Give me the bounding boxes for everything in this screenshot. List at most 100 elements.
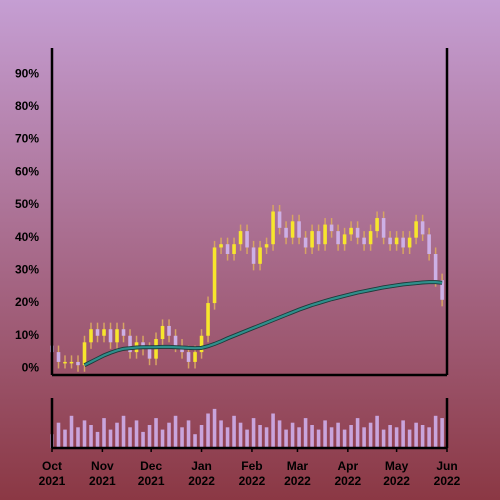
volume-bar [102, 418, 106, 448]
volume-bar [232, 415, 236, 448]
candle-body [414, 221, 418, 238]
x-tick-label-line: Apr [338, 459, 359, 473]
candle-body [82, 342, 87, 366]
volume-bar [368, 422, 373, 448]
x-tick-label-line: 2022 [434, 474, 461, 488]
axes [50, 48, 449, 450]
volume-bar [56, 422, 61, 448]
candle-body [362, 237, 366, 245]
y-tick-label: 50% [15, 197, 39, 211]
candle-body [368, 231, 373, 245]
candle-body [342, 234, 347, 245]
volume-bar [440, 418, 444, 448]
volume-bar [264, 427, 269, 448]
volume-bar [89, 425, 93, 448]
volume-bar [134, 420, 139, 448]
y-tick-label: 60% [15, 164, 39, 178]
volume-bar [342, 429, 347, 448]
x-tick-label-line: 2022 [383, 474, 410, 488]
volume-bar [381, 429, 386, 448]
candle-body [108, 329, 113, 343]
y-tick-label: 10% [15, 328, 39, 342]
volume-bar [375, 415, 379, 448]
x-tick-label: Nov 2021 [89, 459, 116, 488]
candle-body [316, 231, 321, 245]
x-tick-label-line: 2022 [239, 474, 266, 488]
x-tick-label-line: Mar [287, 459, 309, 473]
x-tick-label: Dec 2021 [138, 459, 165, 488]
volume-bar [277, 420, 282, 448]
candle-body [95, 329, 100, 336]
volume-bar [82, 420, 87, 448]
candle-body [277, 211, 282, 228]
candle-body [56, 352, 61, 362]
x-tick-label-line: Nov [91, 459, 114, 473]
volume-bar [128, 427, 132, 448]
candle-body [121, 329, 126, 336]
candle-body [186, 352, 191, 362]
volume-bar [336, 422, 340, 448]
volume-bar [329, 427, 334, 448]
candle-body [336, 231, 340, 245]
y-tick-label: 40% [15, 230, 39, 244]
candle-body [264, 244, 269, 248]
candle-body [329, 224, 334, 232]
candle-body [225, 244, 230, 255]
volume-bar [206, 413, 210, 448]
volume-bar [427, 427, 431, 448]
y-tick-label: 70% [15, 132, 39, 146]
volume-bar [362, 427, 366, 448]
volume-bar [147, 425, 152, 448]
volume-bar [420, 425, 425, 448]
volume-bar [76, 427, 80, 448]
candle-body [427, 234, 431, 255]
volume-bar [154, 418, 158, 448]
candle-body [290, 221, 295, 238]
volume-bar [167, 422, 171, 448]
candle-body [212, 247, 217, 304]
candle-body [173, 335, 178, 346]
candle-body [128, 335, 132, 353]
candle-body [401, 237, 405, 248]
candle-body [440, 280, 444, 300]
y-tick-label: 0% [22, 361, 40, 375]
candle-body [206, 303, 210, 336]
candle-body [375, 218, 379, 232]
candle-body [147, 348, 152, 359]
volume-bar [251, 418, 256, 448]
volume-bar [388, 425, 392, 448]
candle-body [258, 247, 262, 264]
volume-bar [303, 418, 308, 448]
volume-bar [225, 427, 230, 448]
candle-body [245, 231, 249, 248]
candle-body [251, 247, 256, 264]
candle-body [433, 254, 438, 281]
volume-bar [271, 413, 275, 448]
candle-body [232, 244, 236, 255]
volume-bar [401, 420, 405, 448]
volume-bar [121, 415, 126, 448]
volume-bar [108, 429, 113, 448]
volume-bar [349, 425, 353, 448]
x-tick-label-line: 2021 [89, 474, 116, 488]
volume-bar [284, 429, 288, 448]
candle-body [381, 218, 386, 238]
volume-bar [310, 425, 314, 448]
x-tick-label: May 2022 [383, 459, 410, 488]
volume-bar [355, 418, 360, 448]
volume-bar [199, 425, 204, 448]
candle-body [420, 221, 425, 235]
candle-body [76, 361, 80, 366]
x-tick-label-line: Jan [191, 459, 212, 473]
candle-body [199, 335, 204, 353]
x-tick-label-line: 2022 [334, 474, 361, 488]
volume-bar [63, 429, 67, 448]
candle-body [394, 237, 399, 245]
volume-bar [193, 434, 197, 448]
y-tick-label: 90% [15, 66, 39, 80]
candle-body [193, 352, 197, 362]
y-tick-label: 30% [15, 263, 39, 277]
candle-body [89, 329, 93, 343]
